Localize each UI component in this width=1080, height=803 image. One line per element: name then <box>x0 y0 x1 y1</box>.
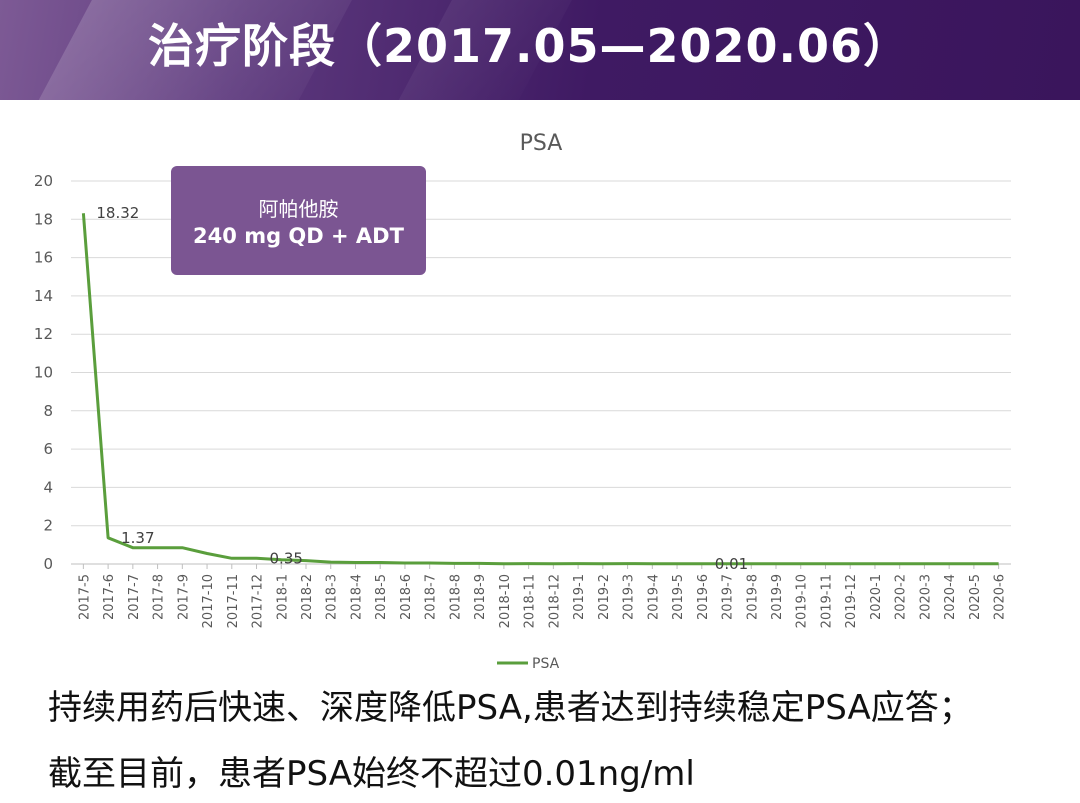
legend-label: PSA <box>532 656 560 672</box>
x-tick-label: 2017-8 <box>152 574 167 620</box>
x-tick-label: 2019-3 <box>622 574 637 620</box>
x-tick-label: 2020-2 <box>894 574 909 620</box>
x-tick-label: 2020-6 <box>993 574 1008 620</box>
y-tick-label: 14 <box>34 287 53 305</box>
y-tick-label: 2 <box>43 517 53 535</box>
x-tick-label: 2019-1 <box>572 574 587 620</box>
caption-line-2: 截至目前，患者PSA始终不超过0.01ng/ml <box>48 754 695 794</box>
data-label: 0.35 <box>270 549 303 567</box>
y-tick-label: 6 <box>43 440 53 458</box>
data-label: 1.37 <box>121 529 154 547</box>
x-tick-label: 2019-8 <box>745 574 760 620</box>
x-tick-label: 2019-4 <box>646 574 661 620</box>
x-tick-label: 2020-4 <box>943 574 958 620</box>
header-banner: 治疗阶段（2017.05—2020.06） <box>0 0 1080 100</box>
psa-line-chart: PSA 0 2 4 6 8 10 12 14 16 18 20 2017-5 2017-6 2017-7 20… <box>34 131 1011 672</box>
caption-line-1: 持续用药后快速、深度降低PSA,患者达到持续稳定PSA应答； <box>48 688 973 728</box>
x-tick-label: 2020-1 <box>869 574 884 620</box>
x-tick-label: 2017-9 <box>176 574 191 620</box>
x-tick-label: 2018-9 <box>473 574 488 620</box>
data-label: 18.32 <box>96 204 139 222</box>
dosage-label: 240 mg QD + ADT <box>193 224 404 248</box>
x-tick-label: 2018-11 <box>523 574 538 628</box>
x-tick-label: 2017-5 <box>77 574 92 620</box>
x-tick-label: 2017-12 <box>251 574 266 628</box>
x-tick-label: 2018-10 <box>498 574 513 628</box>
x-tick-label: 2018-2 <box>300 574 315 620</box>
x-tick-label: 2019-6 <box>696 574 711 620</box>
y-tick-label: 12 <box>34 325 53 343</box>
x-tick-label: 2017-6 <box>102 574 117 620</box>
x-tick-label: 2019-11 <box>819 574 834 628</box>
x-tick-label: 2019-2 <box>597 574 612 620</box>
data-label: 0.01 <box>715 555 748 573</box>
x-tick-label: 2018-4 <box>349 574 364 620</box>
y-tick-label: 10 <box>34 364 53 382</box>
x-tick-label: 2017-7 <box>127 574 142 620</box>
page-title: 治疗阶段（2017.05—2020.06） <box>148 19 911 73</box>
y-tick-label: 0 <box>43 555 53 573</box>
x-tick-label: 2018-1 <box>275 574 290 620</box>
chart-title: PSA <box>520 131 563 156</box>
y-tick-label: 18 <box>34 210 53 228</box>
x-tick-label: 2017-11 <box>226 574 241 628</box>
x-tick-label: 2018-3 <box>325 574 340 620</box>
x-tick-label: 2019-7 <box>721 574 736 620</box>
x-tick-label: 2018-8 <box>448 574 463 620</box>
x-tick-label: 2017-10 <box>201 574 216 628</box>
drug-name-label: 阿帕他胺 <box>258 197 339 221</box>
treatment-annotation-box: 阿帕他胺 240 mg QD + ADT <box>171 166 426 275</box>
x-tick-label: 2018-12 <box>547 574 562 628</box>
x-tick-label: 2020-3 <box>918 574 933 620</box>
x-tick-label: 2019-12 <box>844 574 859 628</box>
y-tick-label: 4 <box>43 478 53 496</box>
y-tick-label: 16 <box>34 249 53 267</box>
x-tick-label: 2018-6 <box>399 574 414 620</box>
x-tick-label: 2018-5 <box>374 574 389 620</box>
x-tick-label: 2019-5 <box>671 574 686 620</box>
x-tick-label: 2020-5 <box>968 574 983 620</box>
psa-series-line <box>81 213 999 566</box>
y-tick-label: 8 <box>43 402 53 420</box>
y-tick-label: 20 <box>34 172 53 190</box>
x-tick-label: 2019-9 <box>770 574 785 620</box>
x-tick-label: 2018-7 <box>424 574 439 620</box>
x-tick-label: 2019-10 <box>795 574 810 628</box>
